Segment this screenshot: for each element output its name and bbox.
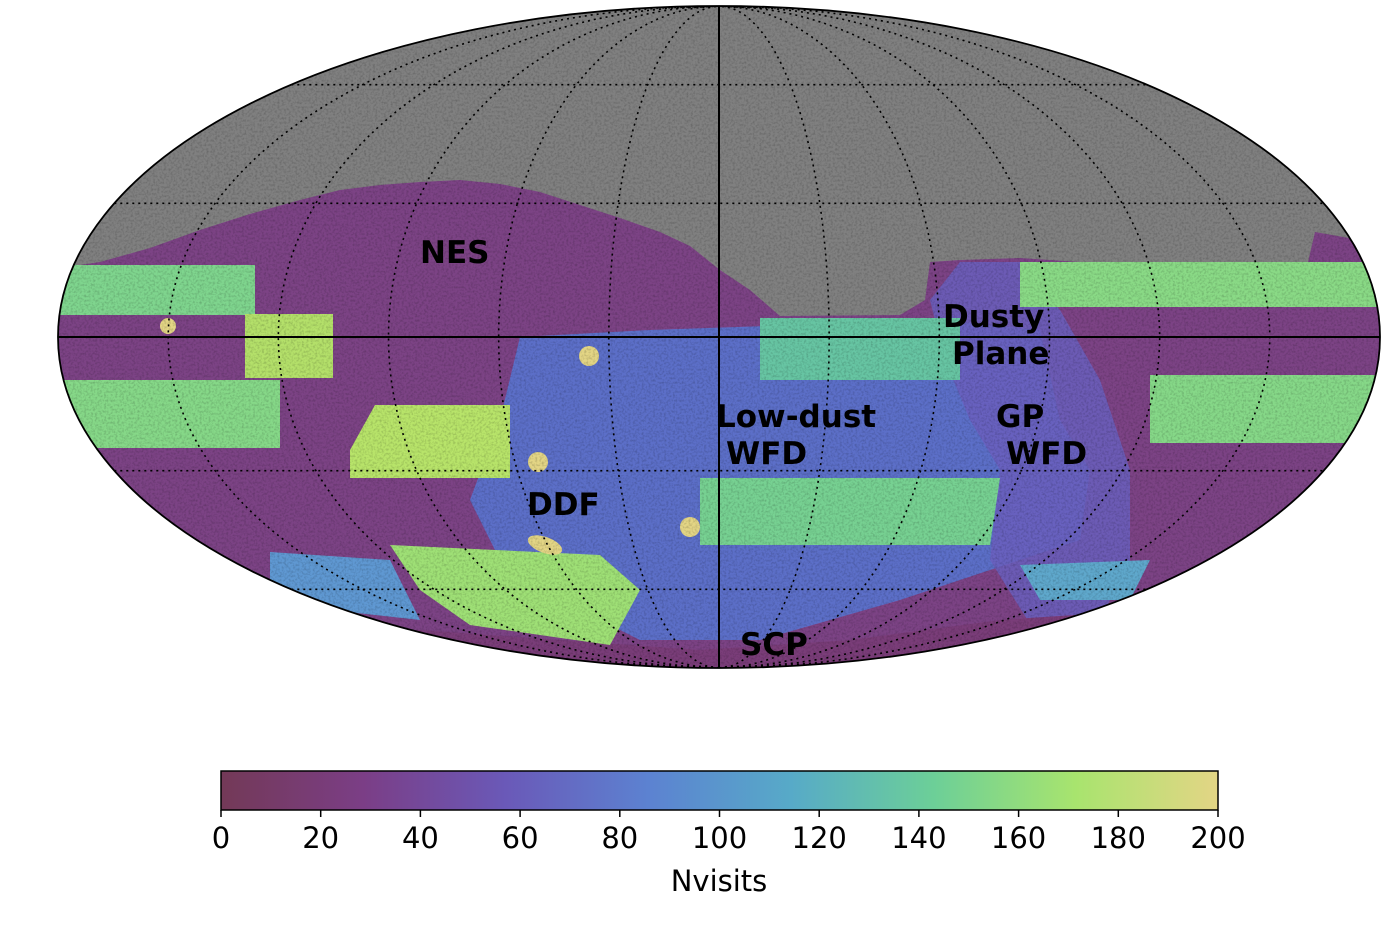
colorbar-gradient [220, 770, 1219, 811]
colorbar-tick-label: 120 [792, 821, 847, 855]
region-labels: NES Dusty Plane Low-dust WFD GP WFD DDF … [420, 235, 1087, 663]
colorbar-tick-label: 140 [891, 821, 946, 855]
label-gp-wfd: WFD [1006, 436, 1087, 472]
label-ddf: DDF [527, 487, 600, 523]
colorbar-tick-label: 20 [302, 821, 339, 855]
colorbar-tick-label: 100 [692, 821, 747, 855]
label-dusty-plane: Dusty [943, 299, 1044, 335]
label-low-dust-wfd: Low-dust [716, 399, 876, 435]
colorbar-tick-label: 200 [1190, 821, 1245, 855]
meridian-line [277, 6, 720, 668]
label-nes: NES [420, 235, 489, 271]
colorbar-tick-label: 0 [212, 821, 230, 855]
meridian-line [497, 6, 720, 668]
meridian-line [718, 6, 1161, 668]
colorbar-label: Nvisits [671, 864, 768, 898]
colorbar-tick-label: 160 [991, 821, 1046, 855]
label-dusty-plane: Plane [952, 336, 1049, 372]
colorbar: 0 20 40 60 80 100 120 140 160 180 200 Nvisits [212, 770, 1246, 898]
colorbar-tick-label: 40 [402, 821, 439, 855]
colorbar-tick-label: 80 [601, 821, 638, 855]
label-gp-wfd: GP [996, 399, 1044, 435]
meridian-line [607, 6, 720, 668]
label-low-dust-wfd: WFD [726, 436, 807, 472]
colorbar-ticks: 0 20 40 60 80 100 120 140 160 180 200 [212, 810, 1246, 855]
colorbar-tick-label: 60 [502, 821, 539, 855]
colorbar-tick-label: 180 [1091, 821, 1146, 855]
label-scp: SCP [740, 627, 808, 663]
